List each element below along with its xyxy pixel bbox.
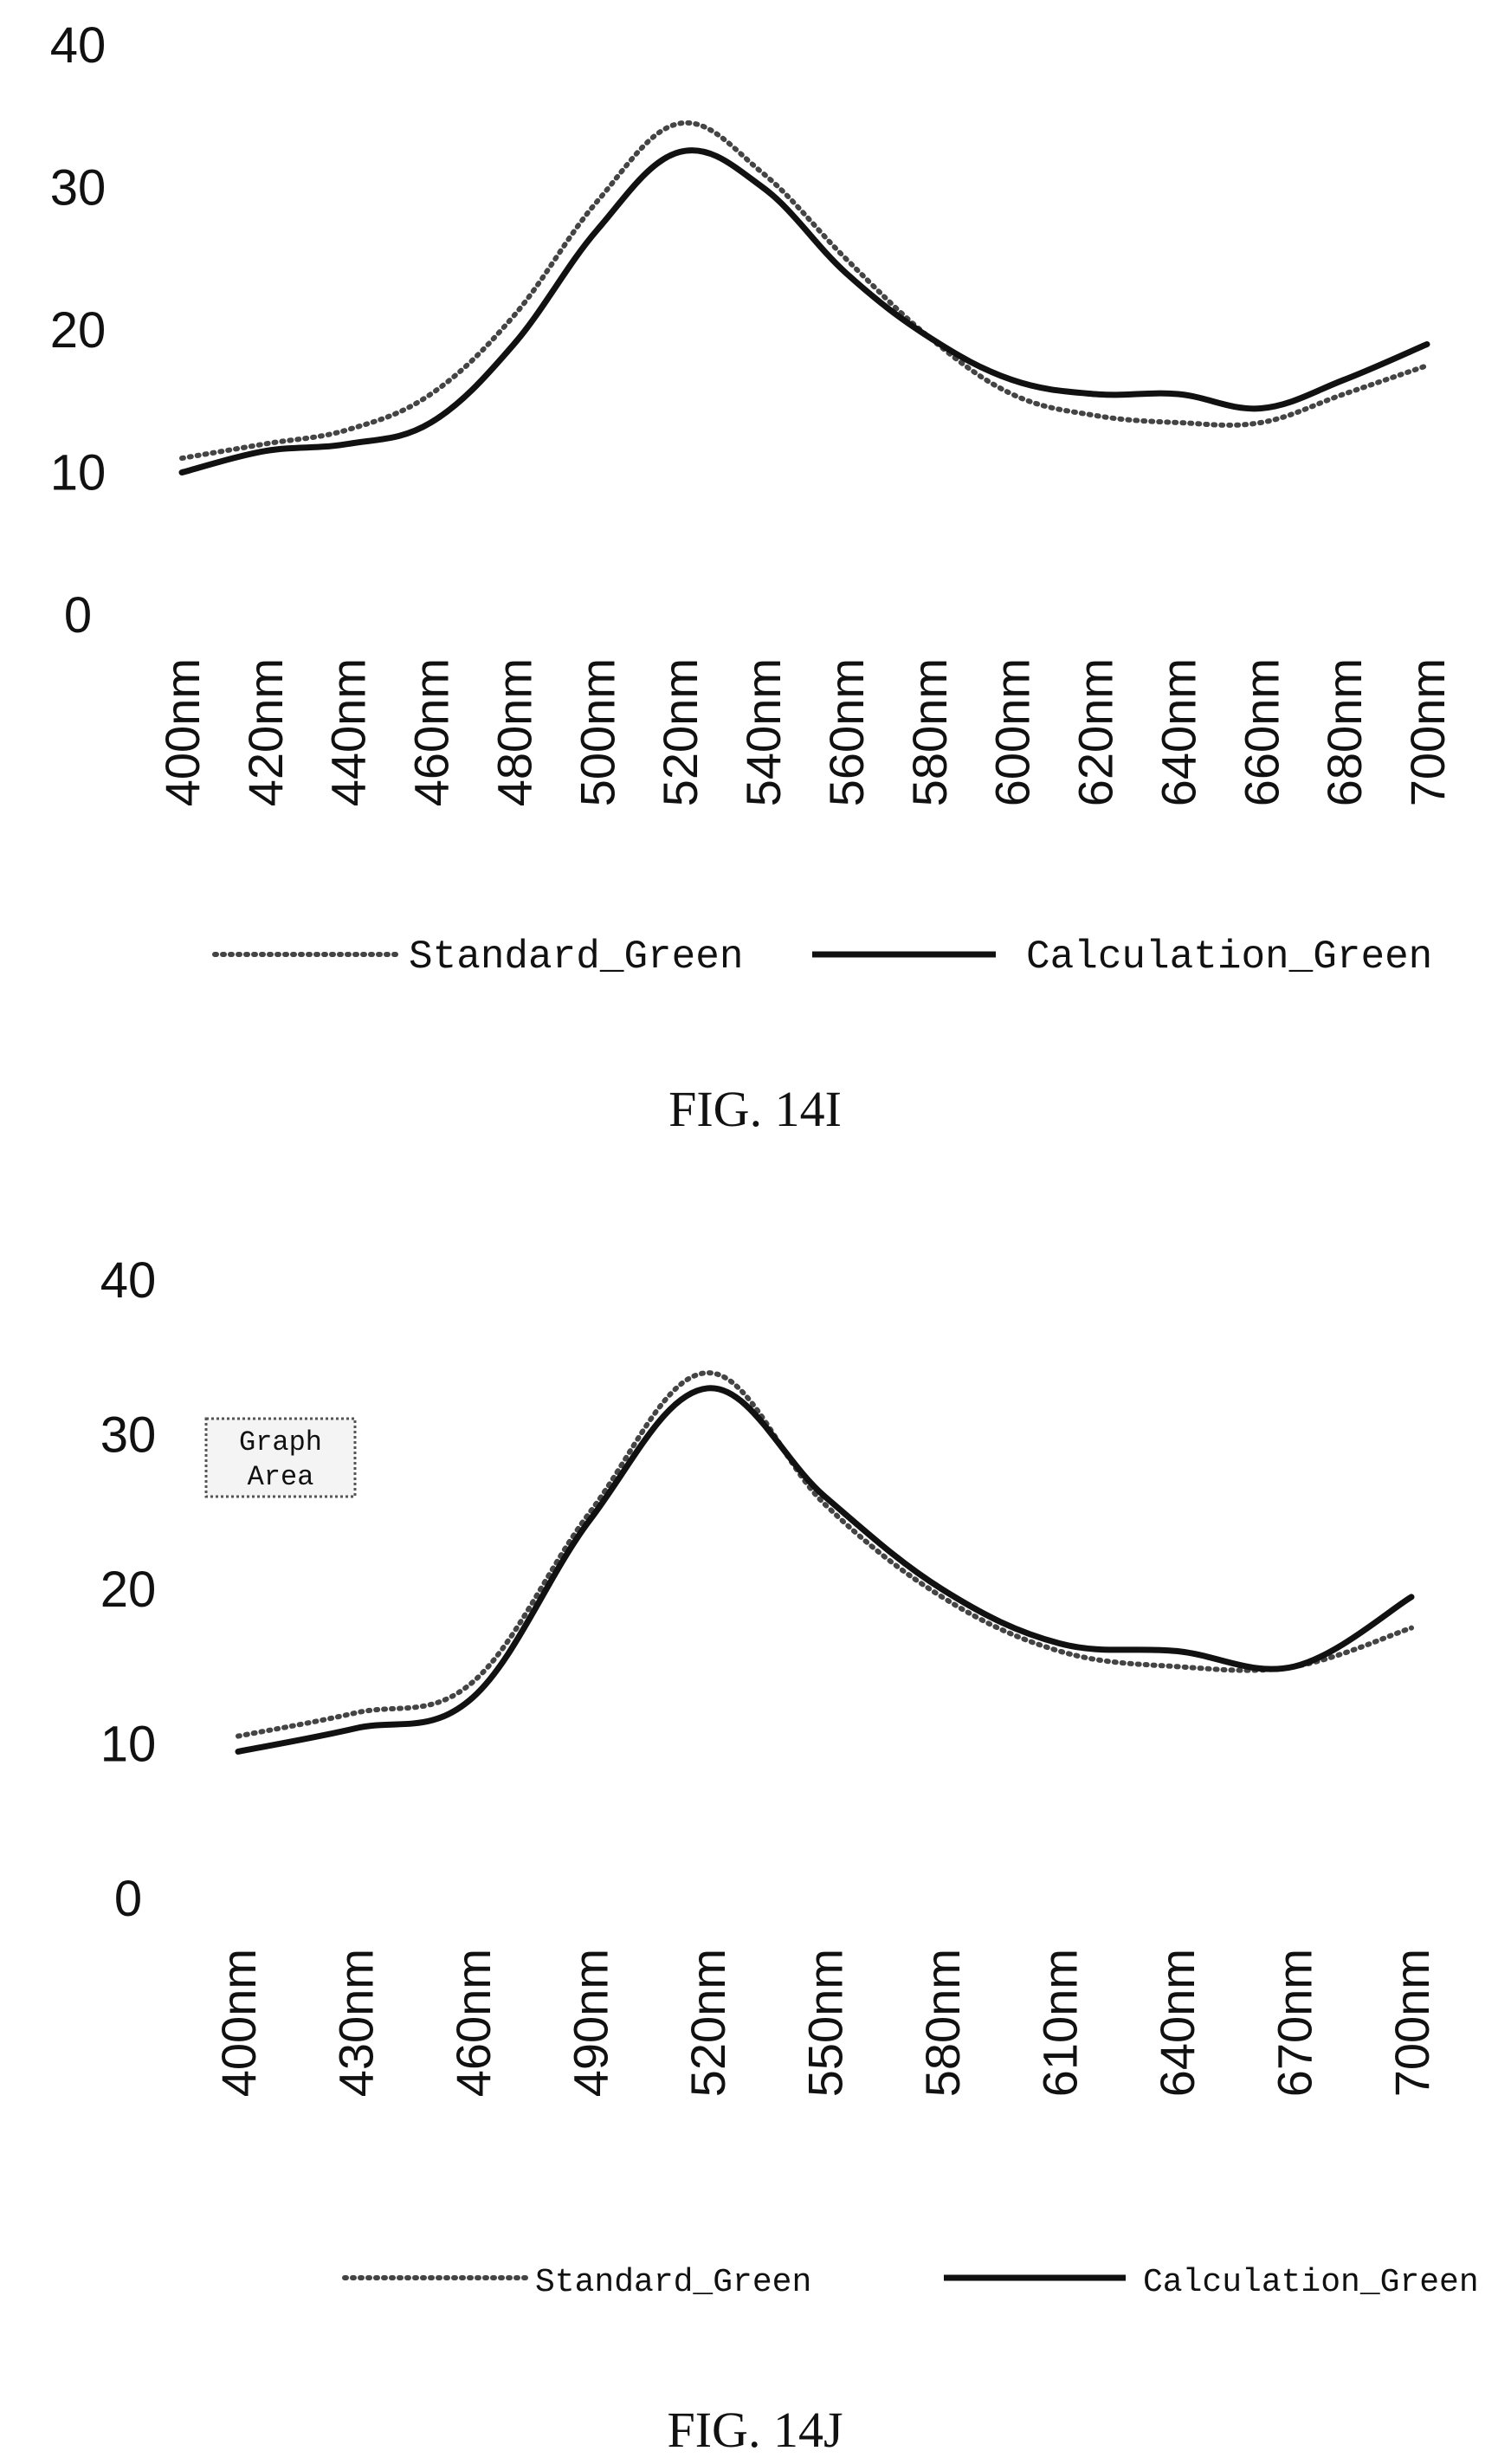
chart-2: 0 10 20 30 40 400nm 430nm 460nm 490nm 520nm 550nm 5… bbox=[100, 1252, 1479, 2458]
x-tick-label: 660nm bbox=[1234, 658, 1288, 806]
x-tick-label: 680nm bbox=[1317, 658, 1372, 806]
graph-area-label: Graph bbox=[239, 1426, 322, 1458]
y-tick-label: 0 bbox=[114, 1871, 142, 1927]
figure-caption: FIG. 14J bbox=[667, 2402, 843, 2458]
legend-label-calculation-green: Calculation_Green bbox=[1026, 935, 1432, 980]
x-tick-label: 580nm bbox=[915, 1949, 970, 2097]
y-tick-label: 20 bbox=[100, 1562, 157, 1618]
legend: Standard_Green Calculation_Green bbox=[212, 935, 1432, 980]
x-tick-label: 480nm bbox=[487, 658, 541, 806]
y-tick-label: 10 bbox=[100, 1717, 157, 1773]
legend: Standard_Green Calculation_Green bbox=[342, 2264, 1479, 2301]
graph-area-label: Area bbox=[248, 1461, 314, 1493]
x-tick-label: 600nm bbox=[985, 658, 1040, 806]
x-tick-label: 610nm bbox=[1033, 1949, 1088, 2097]
x-tick-label: 500nm bbox=[570, 658, 624, 806]
legend-label-standard-green: Standard_Green bbox=[409, 935, 743, 980]
x-tick-label: 520nm bbox=[681, 1949, 735, 2097]
series-line-standard-green bbox=[179, 120, 1430, 462]
series-line-calculation-green bbox=[235, 1385, 1415, 1755]
x-tick-label: 640nm bbox=[1150, 1949, 1204, 2097]
x-tick-label: 580nm bbox=[902, 658, 957, 806]
x-tick-label: 490nm bbox=[564, 1949, 618, 2097]
x-tick-label: 700nm bbox=[1385, 1949, 1439, 2097]
x-tick-label: 460nm bbox=[446, 1949, 500, 2097]
series-line-standard-green bbox=[236, 1370, 1414, 1739]
y-tick-label: 10 bbox=[50, 445, 107, 501]
y-tick-label: 30 bbox=[100, 1407, 157, 1464]
legend-label-standard-green: Standard_Green bbox=[535, 2264, 811, 2301]
legend-label-calculation-green: Calculation_Green bbox=[1143, 2264, 1479, 2301]
y-tick-label: 20 bbox=[50, 302, 107, 359]
y-tick-label: 40 bbox=[100, 1252, 157, 1309]
figure-caption: FIG. 14I bbox=[668, 1081, 842, 1137]
x-tick-label: 420nm bbox=[238, 658, 293, 806]
x-tick-label: 640nm bbox=[1151, 658, 1205, 806]
y-tick-label: 0 bbox=[64, 587, 92, 643]
y-tick-label: 30 bbox=[50, 160, 107, 217]
x-tick-label: 700nm bbox=[1400, 658, 1455, 806]
x-tick-label: 440nm bbox=[321, 658, 376, 806]
x-tick-label: 430nm bbox=[329, 1949, 384, 2097]
x-tick-label: 400nm bbox=[211, 1949, 266, 2097]
x-tick-label: 400nm bbox=[155, 658, 210, 806]
x-tick-label: 540nm bbox=[736, 658, 791, 806]
x-tick-label: 620nm bbox=[1069, 658, 1123, 806]
x-tick-label: 520nm bbox=[653, 658, 707, 806]
chart-1: 0 10 20 30 40 400nm 420nm 440nm 460nm 480nm 500nm 5… bbox=[50, 17, 1455, 1137]
y-tick-label: 40 bbox=[50, 17, 107, 74]
x-tick-label: 550nm bbox=[798, 1949, 853, 2097]
x-tick-label: 670nm bbox=[1268, 1949, 1322, 2097]
x-tick-label: 460nm bbox=[404, 658, 459, 806]
series-line-calculation-green bbox=[178, 147, 1430, 475]
x-tick-label: 560nm bbox=[819, 658, 874, 806]
